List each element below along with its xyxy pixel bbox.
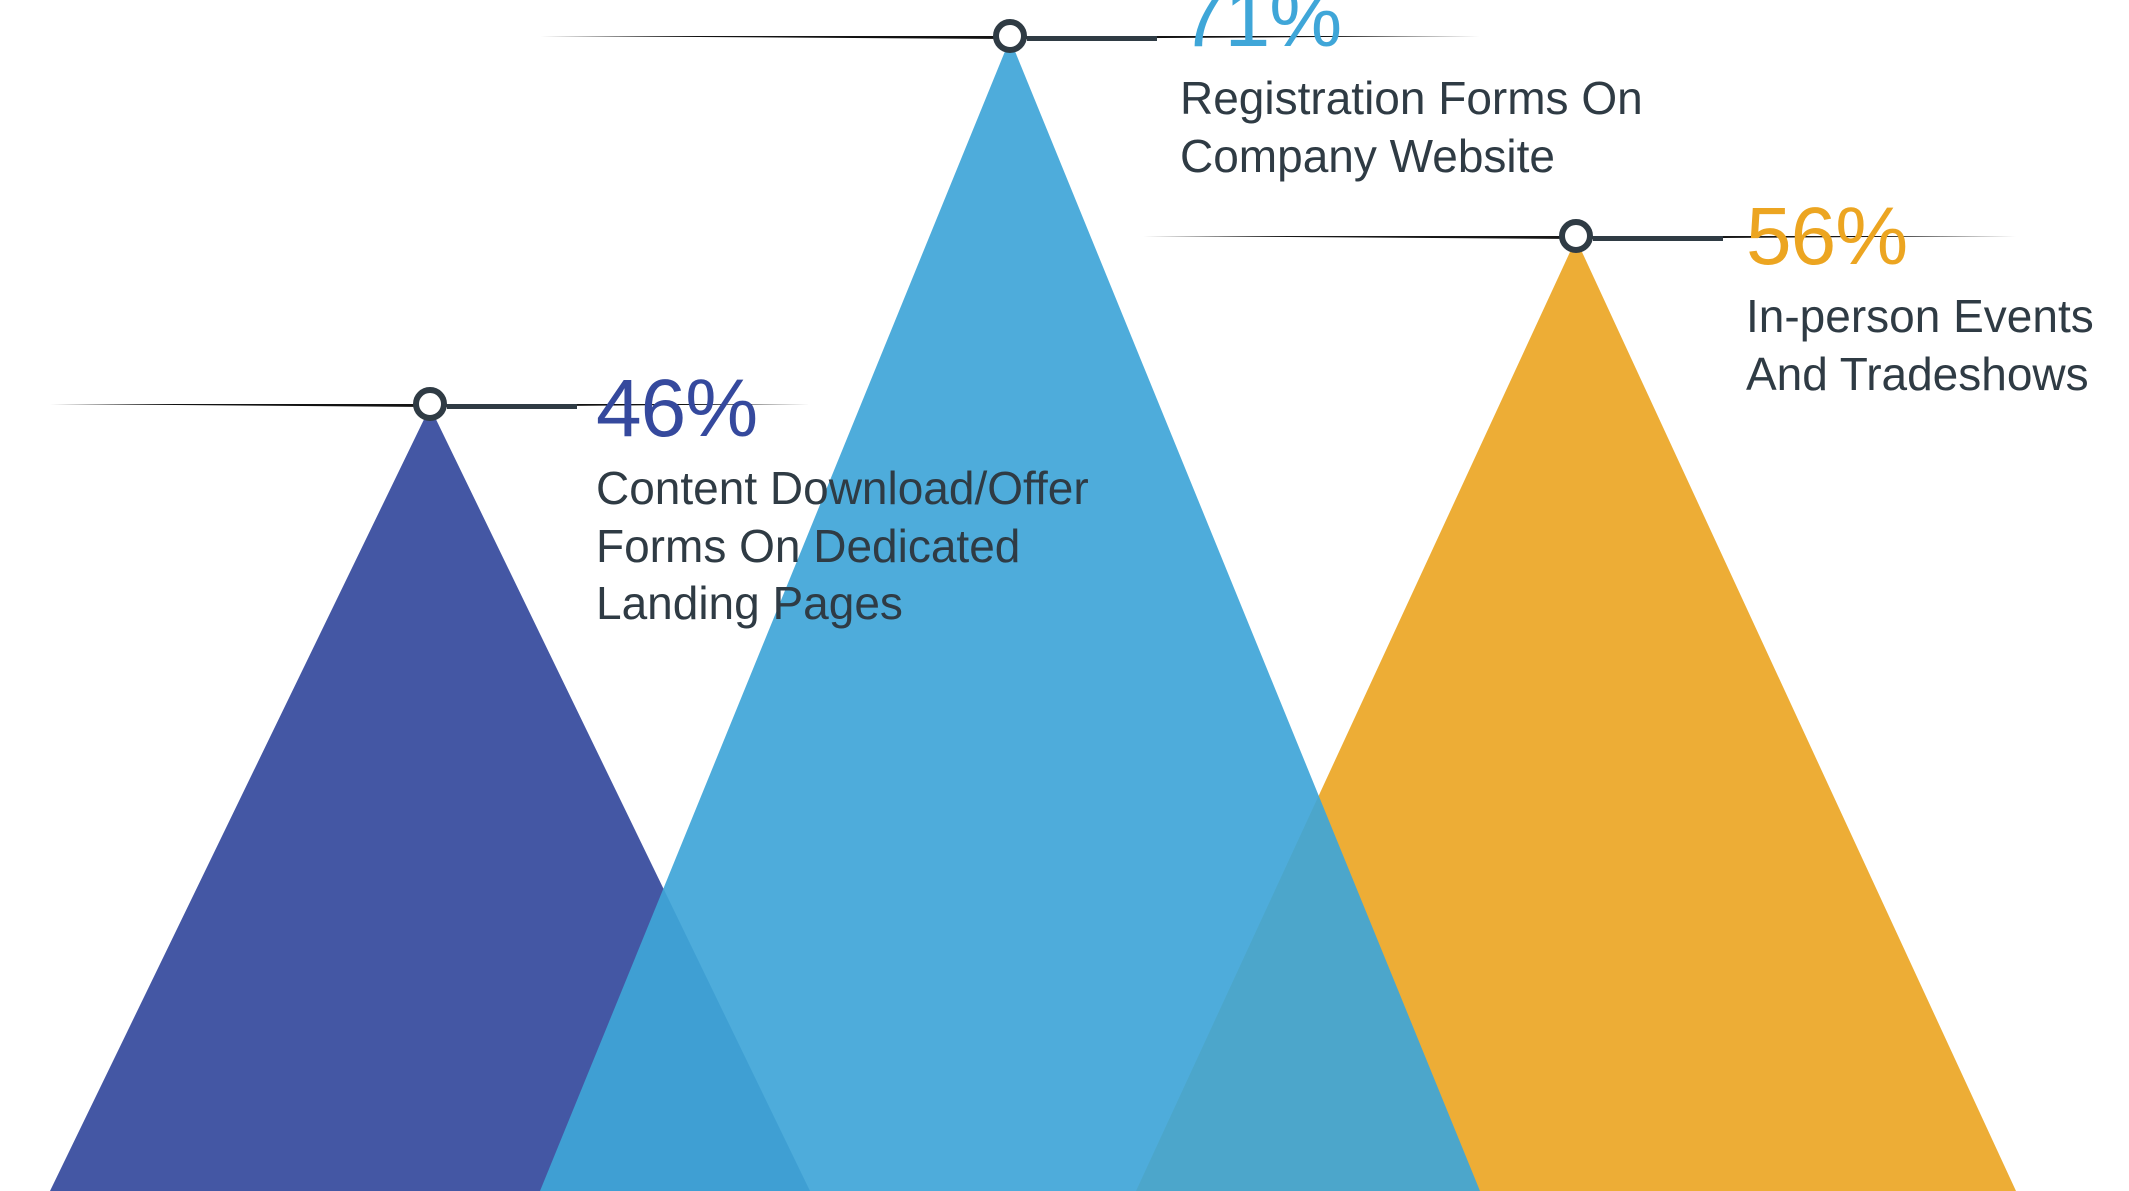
peak-marker-right	[1559, 219, 1593, 253]
infographic-canvas: 46% Content Download/Offer Forms On Dedi…	[0, 0, 2129, 1188]
peak-marker-left	[413, 387, 447, 421]
label-group-left: 46% Content Download/Offer Forms On Dedi…	[596, 368, 1196, 633]
label-group-middle: 71% Registration Forms On Company Websit…	[1180, 0, 1820, 185]
percent-description-left: Content Download/Offer Forms On Dedicate…	[596, 460, 1196, 633]
peak-marker-middle	[993, 19, 1027, 53]
percent-description-middle: Registration Forms On Company Website	[1180, 70, 1820, 185]
leader-line-middle	[1027, 36, 1157, 41]
percent-value-middle: 71%	[1180, 0, 1820, 60]
leader-line-left	[447, 404, 577, 409]
percent-value-right: 56%	[1746, 196, 2126, 278]
leader-line-right	[1593, 236, 1723, 241]
percent-description-right: In-person Events And Tradeshows	[1746, 288, 2126, 403]
label-group-right: 56% In-person Events And Tradeshows	[1746, 196, 2126, 403]
percent-value-left: 46%	[596, 368, 1196, 450]
